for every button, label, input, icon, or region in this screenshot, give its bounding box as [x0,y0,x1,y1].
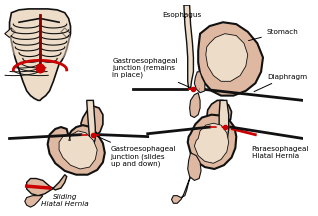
Polygon shape [219,100,229,148]
Polygon shape [81,106,103,138]
Polygon shape [5,28,15,38]
Polygon shape [206,34,248,81]
Text: Sliding
Hiatal Hernia: Sliding Hiatal Hernia [41,194,89,207]
Polygon shape [25,196,43,207]
Text: Diaphragm: Diaphragm [254,74,307,92]
Polygon shape [27,175,67,196]
Polygon shape [194,123,229,163]
Polygon shape [207,100,232,129]
Polygon shape [190,93,200,118]
Polygon shape [188,115,236,169]
Polygon shape [48,125,105,175]
Text: Gastroesophageal
junction (remains
in place): Gastroesophageal junction (remains in pl… [113,57,191,88]
Polygon shape [10,9,71,100]
Text: Stomach: Stomach [249,29,299,41]
Polygon shape [61,28,71,38]
Polygon shape [184,5,193,89]
Polygon shape [171,177,190,203]
Text: Esophagus: Esophagus [162,12,201,18]
Polygon shape [87,100,95,146]
Polygon shape [10,22,32,59]
Polygon shape [48,22,71,59]
Polygon shape [194,72,205,93]
Polygon shape [198,22,263,96]
Text: Paraesophageal
Hiatal Hernia: Paraesophageal Hiatal Hernia [252,146,309,159]
Polygon shape [59,131,97,169]
Text: Gastroesophageal
junction (slides
up and down): Gastroesophageal junction (slides up and… [96,136,176,167]
Polygon shape [188,153,201,180]
